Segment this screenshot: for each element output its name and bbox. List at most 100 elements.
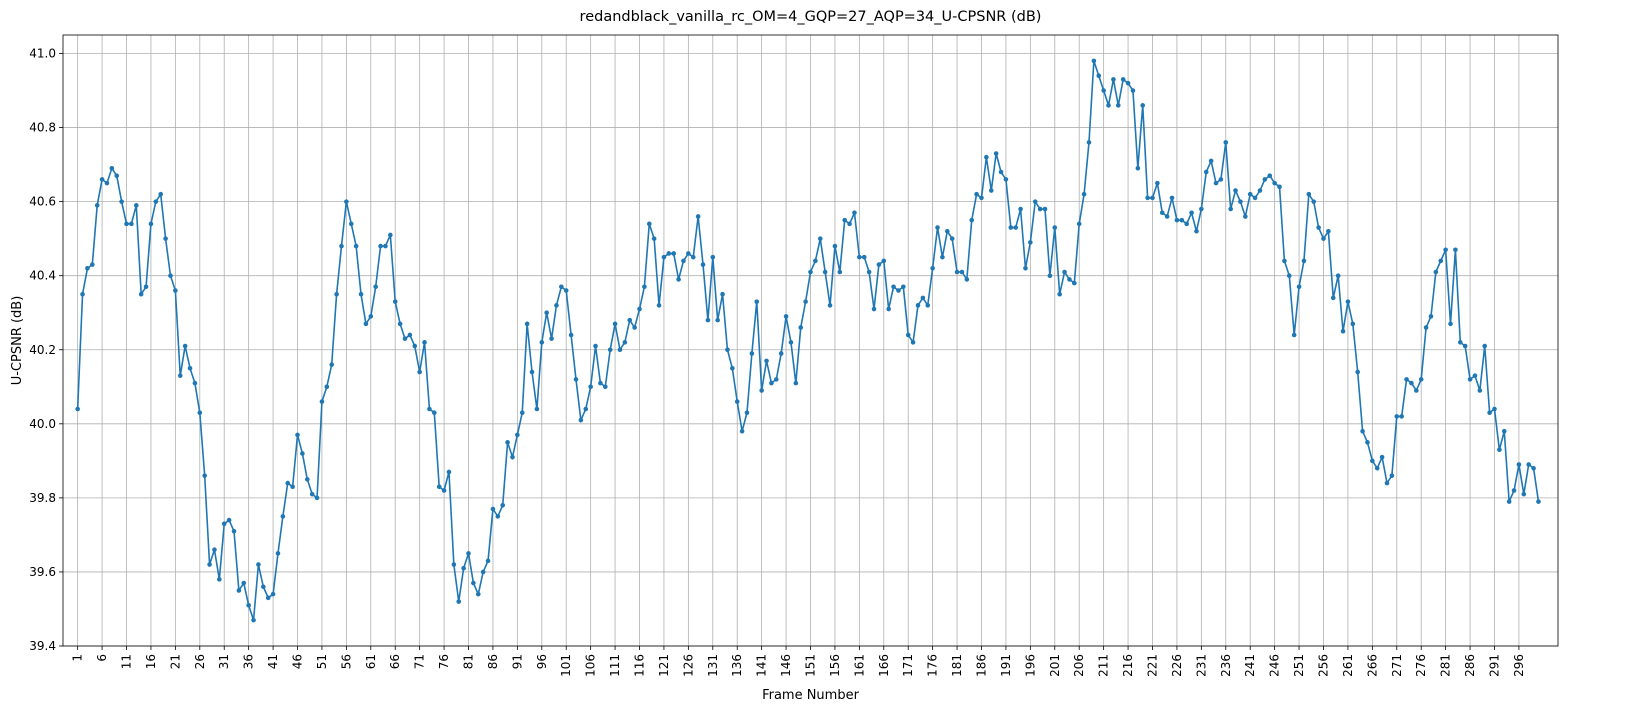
- data-point: [1501, 428, 1507, 434]
- x-tick-label: 231: [1194, 654, 1208, 677]
- data-point: [1120, 77, 1126, 82]
- data-point: [769, 380, 774, 386]
- data-point: [466, 551, 471, 556]
- data-point: [734, 399, 740, 404]
- x-tick-label: 41: [266, 654, 280, 669]
- data-point: [1521, 491, 1527, 497]
- data-point: [221, 521, 227, 527]
- data-point: [954, 269, 960, 275]
- data-point: [1355, 369, 1360, 375]
- data-point: [901, 284, 906, 290]
- data-point: [1008, 225, 1014, 230]
- data-point: [505, 440, 510, 445]
- data-point: [1414, 388, 1419, 393]
- data-point: [1516, 462, 1522, 467]
- data-point: [886, 306, 891, 312]
- data-point: [774, 377, 779, 382]
- data-point: [1286, 273, 1292, 278]
- x-tick-label: 261: [1341, 654, 1355, 677]
- data-point: [1433, 269, 1439, 275]
- x-tick-label: 221: [1145, 654, 1159, 677]
- data-point: [666, 251, 672, 256]
- data-point: [124, 221, 129, 227]
- data-point: [744, 410, 750, 416]
- data-point: [866, 269, 872, 275]
- data-point: [705, 317, 711, 323]
- x-tick-label: 251: [1292, 654, 1306, 677]
- data-point: [1326, 228, 1331, 234]
- data-point: [847, 221, 852, 227]
- data-point: [730, 365, 735, 371]
- data-point: [80, 291, 85, 297]
- y-tick-label: 40.4: [29, 269, 56, 283]
- data-point: [1296, 284, 1302, 290]
- data-point: [1409, 380, 1414, 386]
- data-point: [1511, 488, 1517, 493]
- data-point: [422, 340, 427, 345]
- x-tick-label: 166: [877, 654, 891, 677]
- data-point: [94, 203, 100, 208]
- data-point: [935, 225, 940, 230]
- data-point: [881, 258, 887, 264]
- data-point: [578, 417, 584, 423]
- data-point: [1238, 199, 1243, 204]
- data-point: [1169, 195, 1175, 201]
- data-point: [583, 406, 589, 412]
- data-point: [964, 277, 970, 282]
- data-point: [519, 410, 525, 416]
- data-point: [300, 451, 305, 456]
- data-point: [1003, 177, 1009, 182]
- data-point: [1536, 499, 1541, 504]
- x-tick-label: 26: [193, 654, 207, 669]
- data-point: [622, 340, 628, 345]
- data-point: [471, 580, 476, 586]
- data-point: [1360, 428, 1365, 434]
- data-point: [1345, 299, 1351, 304]
- data-point: [656, 303, 662, 308]
- data-point: [1282, 258, 1287, 264]
- x-tick-label: 86: [486, 654, 500, 669]
- data-point: [378, 243, 383, 249]
- y-tick-label: 39.6: [29, 565, 56, 579]
- data-point: [1086, 140, 1092, 145]
- x-tick-label: 56: [339, 654, 353, 669]
- data-point: [1208, 158, 1214, 164]
- x-tick-label: 71: [413, 654, 427, 669]
- x-tick-label: 151: [804, 654, 818, 677]
- data-point: [1179, 217, 1185, 223]
- data-point: [1037, 206, 1043, 212]
- x-tick-label: 146: [779, 654, 793, 677]
- x-tick-label: 131: [706, 654, 720, 677]
- data-point: [1340, 328, 1346, 334]
- x-tick-label: 11: [120, 654, 134, 669]
- x-tick-label: 66: [388, 654, 402, 669]
- data-point: [788, 340, 794, 345]
- x-tick-label: 156: [828, 654, 842, 677]
- data-point: [148, 221, 154, 227]
- data-point: [720, 291, 725, 297]
- data-point: [817, 236, 823, 241]
- data-point: [544, 310, 549, 316]
- x-tick-label: 1: [71, 654, 85, 662]
- data-point: [1404, 377, 1409, 382]
- data-point: [1218, 177, 1224, 182]
- x-tick-label: 126: [681, 654, 695, 677]
- data-point: [1457, 340, 1463, 345]
- data-point: [1150, 195, 1155, 201]
- data-point: [1321, 236, 1326, 241]
- data-point: [1506, 499, 1512, 504]
- data-point: [1135, 166, 1141, 171]
- data-point: [392, 299, 398, 304]
- data-point: [1384, 480, 1390, 486]
- data-point: [1159, 210, 1165, 216]
- data-point: [1267, 173, 1273, 179]
- data-point: [852, 210, 857, 216]
- data-point: [1223, 140, 1229, 145]
- data-point: [813, 258, 818, 264]
- data-point: [1062, 269, 1067, 275]
- data-point: [207, 562, 212, 567]
- x-tick-label: 241: [1243, 654, 1257, 677]
- x-tick-label: 201: [1048, 654, 1062, 677]
- data-point: [573, 377, 579, 382]
- data-point: [236, 588, 242, 593]
